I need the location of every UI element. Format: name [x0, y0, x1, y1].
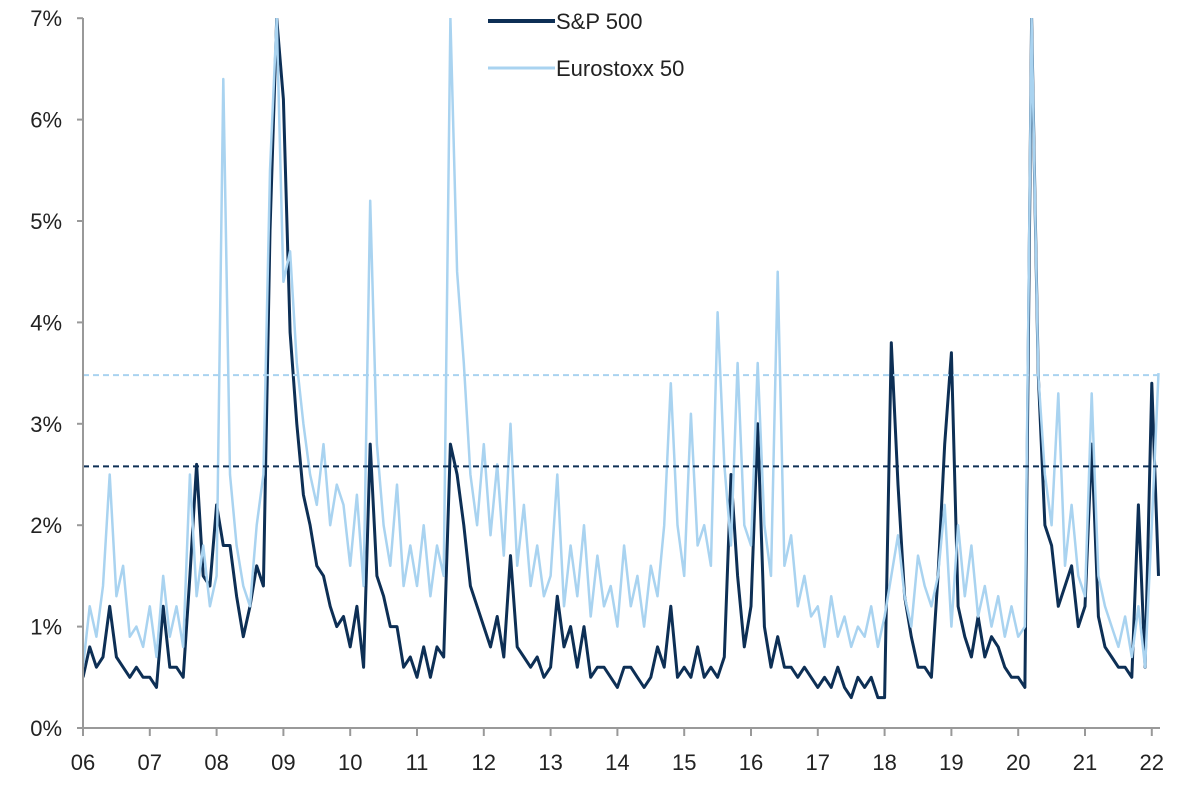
x-tick-label: 09	[271, 750, 295, 775]
x-tick-label: 17	[806, 750, 830, 775]
legend-label-sp500: S&P 500	[556, 9, 642, 34]
x-tick-label: 13	[538, 750, 562, 775]
y-tick-label: 5%	[30, 209, 62, 234]
series-layer	[83, 18, 1160, 700]
x-tick-label: 22	[1140, 750, 1164, 775]
y-tick-label: 6%	[30, 108, 62, 133]
x-tick-label: 12	[472, 750, 496, 775]
x-tick-label: 08	[204, 750, 228, 775]
legend-label-eurostoxx: Eurostoxx 50	[556, 56, 684, 81]
reference-lines	[83, 374, 1158, 468]
legend: S&P 500 Eurostoxx 50	[488, 9, 684, 81]
x-tick-label: 15	[672, 750, 696, 775]
x-tick-label: 07	[138, 750, 162, 775]
y-tick-label: 7%	[30, 6, 62, 31]
x-tick-label: 14	[605, 750, 629, 775]
x-tick-label: 06	[71, 750, 95, 775]
x-tick-label: 16	[739, 750, 763, 775]
x-tick-label: 19	[939, 750, 963, 775]
y-tick-label: 2%	[30, 513, 62, 538]
series-line-s-p-500	[83, 18, 1160, 700]
x-tick-label: 21	[1073, 750, 1097, 775]
x-tick-label: 18	[872, 750, 896, 775]
x-tick-label: 11	[406, 750, 429, 775]
y-tick-label: 0%	[30, 716, 62, 741]
series-line-eurostoxx-50	[83, 18, 1160, 669]
y-tick-label: 4%	[30, 310, 62, 335]
x-tick-label: 20	[1006, 750, 1030, 775]
axes: 0% 1% 2% 3% 4% 5% 6% 7% 06 07 08 09 10 11 12 13 14 15 16 17…	[30, 6, 1164, 775]
y-tick-label: 1%	[30, 615, 62, 640]
x-tick-label: 10	[338, 750, 362, 775]
y-tick-label: 3%	[30, 412, 62, 437]
